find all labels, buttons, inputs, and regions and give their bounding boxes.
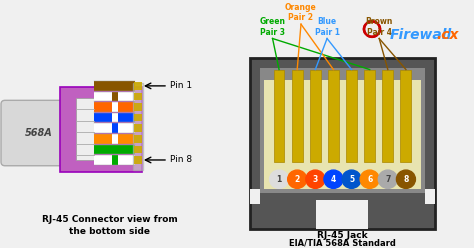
Bar: [112, 155, 118, 165]
Bar: [76, 98, 94, 160]
Bar: [94, 155, 135, 165]
FancyBboxPatch shape: [1, 100, 77, 166]
Circle shape: [396, 170, 415, 188]
Bar: [401, 69, 411, 162]
Text: 5: 5: [349, 175, 354, 184]
Bar: [292, 69, 302, 162]
Bar: [134, 146, 142, 153]
Text: 4: 4: [331, 175, 336, 184]
Bar: [310, 69, 321, 162]
Circle shape: [306, 170, 325, 188]
Bar: [364, 69, 375, 162]
Text: Green
Pair 3: Green Pair 3: [260, 17, 285, 36]
Bar: [134, 135, 142, 143]
Text: 8: 8: [403, 175, 409, 184]
Text: Pin 1: Pin 1: [170, 81, 192, 90]
Circle shape: [288, 170, 307, 188]
Bar: [346, 69, 357, 162]
Bar: [112, 102, 118, 112]
Circle shape: [270, 170, 289, 188]
Bar: [134, 114, 142, 122]
Bar: [94, 102, 135, 112]
Text: 568A: 568A: [25, 128, 53, 138]
Text: 7: 7: [385, 175, 391, 184]
Bar: [112, 92, 118, 101]
Text: .cx: .cx: [436, 28, 458, 42]
Text: Orange
Pair 2: Orange Pair 2: [285, 3, 317, 22]
Circle shape: [360, 170, 379, 188]
Bar: [112, 124, 118, 133]
Bar: [94, 145, 135, 154]
Text: 6: 6: [367, 175, 372, 184]
Text: Blue
Pair 1: Blue Pair 1: [315, 17, 339, 36]
Bar: [383, 69, 393, 162]
Text: 1: 1: [276, 175, 282, 184]
Text: RJ-45 Connector view from: RJ-45 Connector view from: [42, 215, 178, 224]
Bar: [94, 81, 135, 91]
Bar: [317, 200, 368, 229]
Bar: [134, 124, 142, 132]
Bar: [94, 134, 135, 144]
Bar: [60, 87, 142, 172]
Bar: [112, 113, 118, 123]
Text: the bottom side: the bottom side: [70, 227, 151, 236]
Bar: [260, 68, 425, 193]
Circle shape: [378, 170, 397, 188]
Bar: [94, 113, 135, 123]
Bar: [134, 82, 142, 90]
Bar: [134, 103, 142, 111]
Text: EIA/TIA 568A Standard: EIA/TIA 568A Standard: [289, 238, 396, 247]
Bar: [264, 80, 421, 189]
Bar: [250, 58, 435, 229]
Bar: [250, 189, 260, 204]
Circle shape: [342, 170, 361, 188]
Text: Pin 8: Pin 8: [170, 155, 192, 164]
Text: Firewall: Firewall: [390, 28, 452, 42]
Bar: [134, 93, 142, 100]
Text: 2: 2: [294, 175, 300, 184]
Bar: [425, 189, 435, 204]
Bar: [134, 156, 142, 164]
Bar: [94, 124, 135, 133]
Text: 3: 3: [313, 175, 318, 184]
Circle shape: [324, 170, 343, 188]
Bar: [112, 134, 118, 144]
Text: Brown
Pair 4: Brown Pair 4: [365, 17, 393, 36]
Bar: [94, 92, 135, 101]
Bar: [133, 83, 143, 170]
Bar: [273, 69, 284, 162]
Bar: [328, 69, 339, 162]
Text: RJ-45 Jack: RJ-45 Jack: [317, 231, 368, 240]
